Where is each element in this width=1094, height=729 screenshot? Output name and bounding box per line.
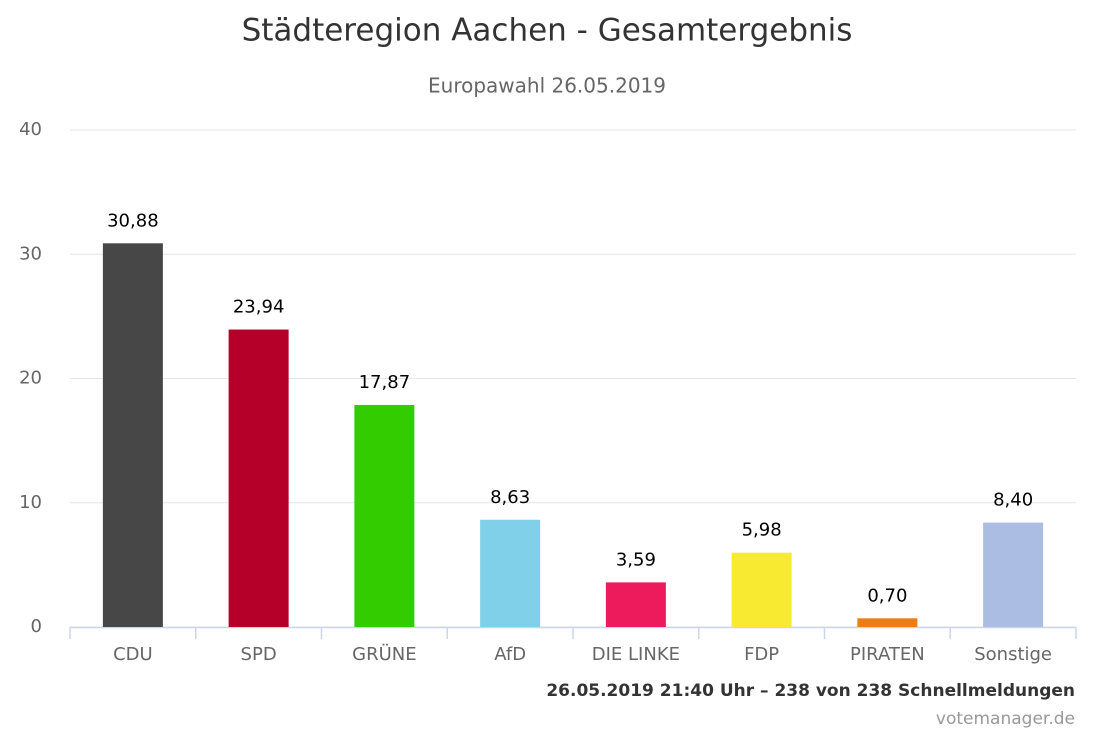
- bar: [857, 618, 918, 627]
- data-label: 8,63: [490, 487, 530, 508]
- y-tick-label: 30: [19, 243, 42, 264]
- bar: [354, 404, 415, 627]
- bar: [605, 582, 666, 627]
- y-tick-label: 0: [31, 616, 42, 637]
- x-tick-label: DIE LINKE: [592, 644, 680, 665]
- x-tick-label: Sonstige: [974, 644, 1052, 665]
- chart-title: Städteregion Aachen - Gesamtergebnis: [242, 13, 853, 49]
- bar: [731, 552, 792, 627]
- x-tick-label: PIRATEN: [850, 644, 925, 665]
- x-tick-label: GRÜNE: [352, 643, 416, 665]
- data-label: 23,94: [233, 297, 285, 318]
- data-label: 3,59: [616, 549, 656, 570]
- bar: [102, 243, 163, 628]
- data-label: 5,98: [742, 520, 782, 541]
- x-tick-label: CDU: [113, 644, 153, 665]
- x-tick-label: SPD: [241, 644, 277, 665]
- x-tick-label: FDP: [744, 644, 779, 665]
- footer: 26.05.2019 21:40 Uhr – 238 von 238 Schne…: [546, 681, 1075, 701]
- bar: [480, 519, 541, 627]
- bar: [228, 329, 289, 627]
- data-label: 8,40: [993, 490, 1033, 511]
- x-tick-label: AfD: [494, 644, 526, 665]
- data-label: 30,88: [107, 210, 159, 231]
- y-tick-label: 10: [19, 492, 42, 513]
- chart-subtitle: Europawahl 26.05.2019: [428, 74, 666, 98]
- source: votemanager.de: [936, 709, 1075, 729]
- bar: [983, 522, 1044, 627]
- data-label: 17,87: [359, 372, 411, 393]
- y-tick-label: 40: [19, 119, 42, 140]
- y-tick-label: 20: [19, 368, 42, 389]
- data-label: 0,70: [867, 585, 907, 606]
